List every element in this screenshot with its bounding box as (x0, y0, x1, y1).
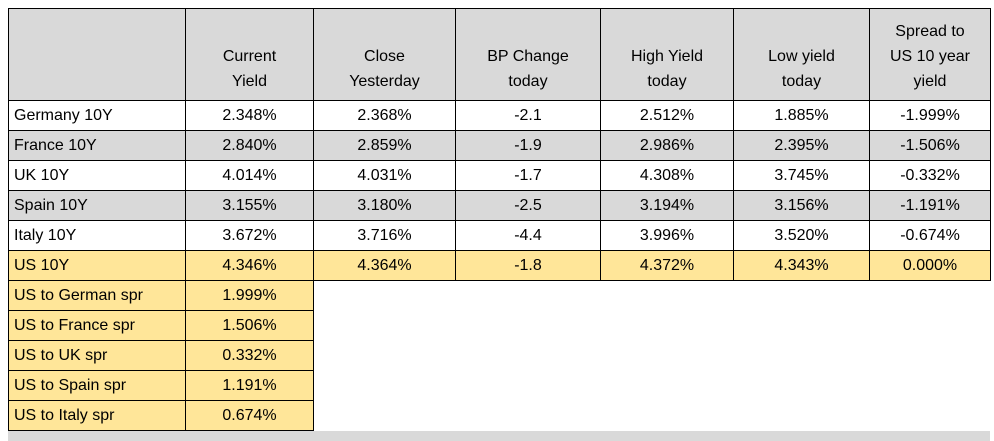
cell: 2.368% (313, 100, 456, 131)
row-label: US to Spain spr (8, 370, 186, 401)
cell: 3.745% (733, 160, 870, 191)
cell: 2.512% (600, 100, 734, 131)
cell: 3.180% (313, 190, 456, 221)
row-france-10y: France 10Y 2.840% 2.859% -1.9 2.986% 2.3… (8, 130, 991, 161)
corner-cell (8, 8, 186, 101)
cell: -4.4 (455, 220, 601, 251)
row-spain-10y: Spain 10Y 3.155% 3.180% -2.5 3.194% 3.15… (8, 190, 991, 221)
cell: 1.191% (185, 370, 314, 401)
row-label: US to UK spr (8, 340, 186, 371)
cell: 3.194% (600, 190, 734, 221)
cell: 3.716% (313, 220, 456, 251)
row-spread-us-italy: US to Italy spr 0.674% (8, 400, 991, 431)
row-italy-10y: Italy 10Y 3.672% 3.716% -4.4 3.996% 3.52… (8, 220, 991, 251)
cell: 4.343% (733, 250, 870, 281)
cell: 2.395% (733, 130, 870, 161)
cell: -1.191% (869, 190, 991, 221)
row-label: US to German spr (8, 280, 186, 311)
row-label: Spain 10Y (8, 190, 186, 221)
cell: 4.372% (600, 250, 734, 281)
bond-yields-spreadsheet: Current Yield Close Yesterday BP Change … (8, 8, 991, 441)
col-header-close-yesterday: Close Yesterday (313, 8, 456, 101)
cell: -0.332% (869, 160, 991, 191)
cell: -1.8 (455, 250, 601, 281)
cell: -2.5 (455, 190, 601, 221)
cell: -2.1 (455, 100, 601, 131)
row-spread-us-spain: US to Spain spr 1.191% (8, 370, 991, 401)
row-label: Italy 10Y (8, 220, 186, 251)
row-spread-us-german: US to German spr 1.999% (8, 280, 991, 311)
cell: -0.674% (869, 220, 991, 251)
cell: 2.859% (313, 130, 456, 161)
col-header-spread-to-us: Spread to US 10 year yield (869, 8, 991, 101)
row-germany-10y: Germany 10Y 2.348% 2.368% -2.1 2.512% 1.… (8, 100, 991, 131)
row-uk-10y: UK 10Y 4.014% 4.031% -1.7 4.308% 3.745% … (8, 160, 991, 191)
row-label: Germany 10Y (8, 100, 186, 131)
row-spread-us-france: US to France spr 1.506% (8, 310, 991, 341)
cell: -1.9 (455, 130, 601, 161)
cell: 3.996% (600, 220, 734, 251)
cell: 3.156% (733, 190, 870, 221)
empty-area (313, 310, 991, 341)
cell: -1.506% (869, 130, 991, 161)
empty-area (313, 400, 991, 431)
cell: 1.885% (733, 100, 870, 131)
cell: 3.520% (733, 220, 870, 251)
col-header-high-yield-today: High Yield today (600, 8, 734, 101)
row-label: UK 10Y (8, 160, 186, 191)
cell: -1.7 (455, 160, 601, 191)
row-label: France 10Y (8, 130, 186, 161)
cell: 2.986% (600, 130, 734, 161)
row-us-10y: US 10Y 4.346% 4.364% -1.8 4.372% 4.343% … (8, 250, 991, 281)
cell: 3.155% (185, 190, 314, 221)
col-header-current-yield: Current Yield (185, 8, 314, 101)
col-header-low-yield-today: Low yield today (733, 8, 870, 101)
cell: 4.364% (313, 250, 456, 281)
row-label: US to Italy spr (8, 400, 186, 431)
cell: 4.346% (185, 250, 314, 281)
cell: 2.348% (185, 100, 314, 131)
cell: 3.672% (185, 220, 314, 251)
cell: 0.674% (185, 400, 314, 431)
empty-area (313, 340, 991, 371)
cell: 1.999% (185, 280, 314, 311)
row-spread-us-uk: US to UK spr 0.332% (8, 340, 991, 371)
cell: 0.000% (869, 250, 991, 281)
cell: -1.999% (869, 100, 991, 131)
cell: 2.840% (185, 130, 314, 161)
cell: 4.031% (313, 160, 456, 191)
cell: 4.308% (600, 160, 734, 191)
empty-area (313, 370, 991, 401)
row-label: US to France spr (8, 310, 186, 341)
cell: 1.506% (185, 310, 314, 341)
col-header-bp-change-today: BP Change today (455, 8, 601, 101)
yields-table: Current Yield Close Yesterday BP Change … (8, 8, 991, 431)
cell: 0.332% (185, 340, 314, 371)
header-row: Current Yield Close Yesterday BP Change … (8, 8, 991, 101)
row-label: US 10Y (8, 250, 186, 281)
empty-area (313, 280, 991, 311)
cell: 4.014% (185, 160, 314, 191)
partial-next-row-strip (8, 431, 990, 441)
